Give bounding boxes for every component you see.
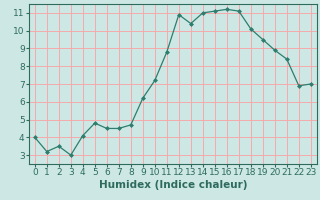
- X-axis label: Humidex (Indice chaleur): Humidex (Indice chaleur): [99, 180, 247, 190]
